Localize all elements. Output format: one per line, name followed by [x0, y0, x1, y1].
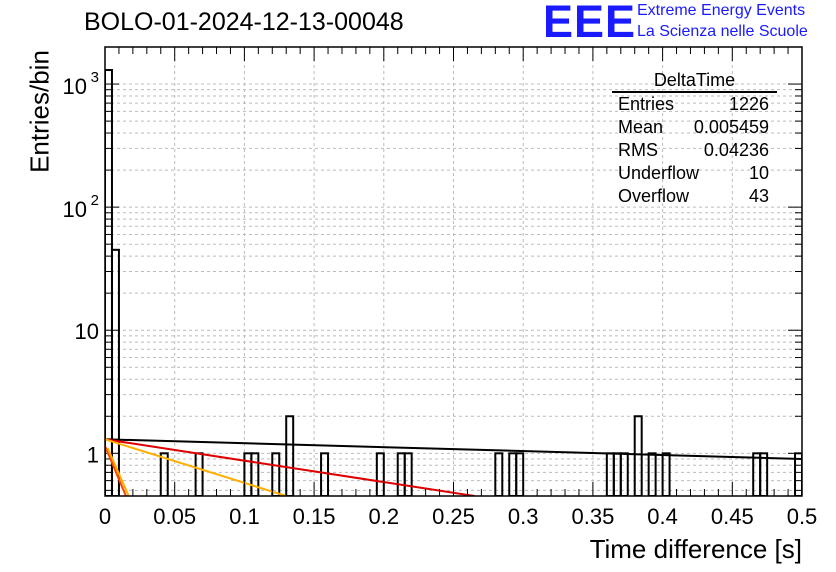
stats-row-rms: RMS 0.04236	[612, 139, 777, 162]
histogram-bin	[243, 452, 253, 496]
histogram-bin	[605, 452, 615, 496]
y-tick-label: 10	[75, 319, 99, 344]
histogram-bin	[661, 452, 671, 496]
histogram-bin	[508, 452, 518, 496]
x-tick-label: 0.2	[369, 504, 400, 529]
histogram-bin	[633, 415, 643, 496]
fit-line	[106, 447, 130, 496]
x-tick-label: 0.1	[229, 504, 260, 529]
plot-title: BOLO-01-2024-12-13-00048	[84, 8, 404, 36]
stats-label: Mean	[618, 117, 664, 137]
histogram-bin	[494, 452, 504, 496]
histogram-bin	[285, 415, 295, 496]
histogram-bin	[515, 452, 525, 496]
histogram-bin	[159, 452, 169, 496]
histogram-bin	[320, 452, 330, 496]
x-axis-label: Time difference [s]	[589, 534, 802, 564]
stats-box-title: DeltaTime	[612, 70, 777, 93]
stats-value: 10	[748, 163, 769, 183]
histogram-bin	[375, 452, 385, 496]
x-tick-label: 0.4	[647, 504, 678, 529]
x-tick-label: 0.3	[508, 504, 539, 529]
x-tick-label: 0.35	[571, 504, 614, 529]
histogram-bin	[752, 452, 762, 496]
x-tick-label: 0.25	[432, 504, 475, 529]
histogram-bin	[194, 452, 204, 496]
y-tick-label: 1	[87, 442, 99, 467]
stats-label: Underflow	[618, 163, 700, 183]
stats-row-mean: Mean 0.005459	[612, 116, 777, 139]
y-tick-label-exponent: 2	[91, 192, 99, 209]
fit-line	[105, 445, 127, 496]
y-tick-label-exponent: 3	[91, 69, 99, 86]
x-tick-label: 0	[99, 504, 111, 529]
eee-logo-line2: La Scienza nelle Scuole	[637, 23, 808, 40]
fit-line	[105, 438, 802, 460]
histogram-bin	[250, 452, 260, 496]
y-tick-label: 10	[63, 197, 87, 222]
stats-label: Overflow	[618, 186, 690, 206]
histogram-bin	[110, 248, 120, 496]
stats-box: DeltaTime Entries 1226 Mean 0.005459 RMS…	[612, 70, 777, 208]
x-tick-label: 0.05	[153, 504, 196, 529]
stats-value: 0.04236	[703, 140, 769, 160]
histogram-bin	[271, 452, 281, 496]
stats-value: 1226	[728, 94, 769, 114]
histogram-bin	[403, 452, 413, 496]
stats-row-overflow: Overflow 43	[612, 185, 777, 208]
y-tick-label: 10	[63, 74, 87, 99]
histogram-bin	[759, 452, 769, 496]
histogram-bin	[619, 452, 629, 496]
eee-logo-line1: Extreme Energy Events	[637, 2, 806, 19]
stats-label: Entries	[618, 94, 675, 114]
plot-frame	[104, 46, 803, 497]
histogram-bin	[647, 452, 657, 496]
histogram-bin	[105, 69, 113, 496]
x-tick-label: 0.15	[293, 504, 336, 529]
stats-row-underflow: Underflow 10	[612, 162, 777, 185]
stats-row-entries: Entries 1226	[612, 93, 777, 116]
stats-label: RMS	[618, 140, 658, 160]
fit-line	[105, 438, 287, 496]
stats-value: 43	[748, 186, 769, 206]
fit-line	[105, 438, 475, 496]
eee-logo: EEE	[543, 0, 637, 47]
x-tick-label: 0.5	[787, 504, 818, 529]
stats-value: 0.005459	[693, 117, 769, 137]
x-tick-label: 0.45	[711, 504, 754, 529]
histogram-bin	[612, 452, 622, 496]
histogram-bin	[396, 452, 406, 496]
